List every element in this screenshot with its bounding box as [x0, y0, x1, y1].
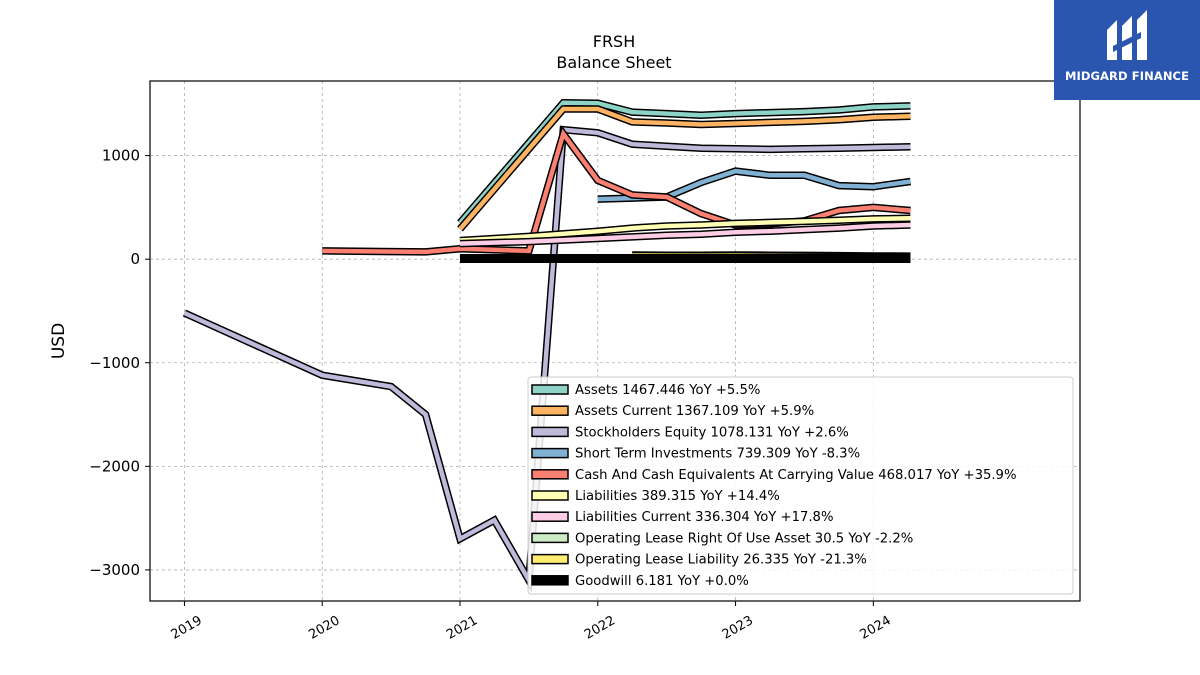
- legend-label: Assets 1467.446 YoY +5.5%: [575, 383, 760, 398]
- y-tick-label: −2000: [89, 457, 140, 475]
- series-stockholders-equity: [182, 125, 911, 593]
- series-cash-and-cash-equivalents-at-carrying-value: [322, 125, 911, 256]
- legend-entry: Operating Lease Liability 26.335 YoY -21…: [531, 553, 867, 568]
- legend-swatch: [531, 469, 569, 480]
- midgard-logo-icon: [1107, 10, 1147, 60]
- legend-entry: Assets Current 1367.109 YoY +5.9%: [531, 404, 814, 419]
- legend-swatch: [531, 532, 569, 544]
- legend-entry: Operating Lease Right Of Use Asset 30.5 …: [531, 531, 913, 546]
- series-assets-current: [457, 105, 911, 232]
- legend-swatch: [531, 575, 569, 586]
- legend-entry: Liabilities 389.315 YoY +14.4%: [531, 489, 780, 504]
- legend-label: Short Term Investments 739.309 YoY -8.3%: [575, 447, 860, 462]
- y-tick-label: 1000: [102, 147, 140, 165]
- legend-label: Stockholders Equity 1078.131 YoY +2.6%: [575, 425, 849, 440]
- x-tick-label: 2023: [720, 613, 756, 643]
- legend-swatch: [531, 553, 569, 565]
- legend-label: Liabilities 389.315 YoY +14.4%: [575, 489, 780, 504]
- series-line: [322, 128, 911, 255]
- legend-swatch: [531, 447, 569, 459]
- series-line: [183, 127, 911, 588]
- y-axis-label: USD: [49, 323, 69, 359]
- series-assets: [457, 99, 911, 226]
- series-liabilities-current: [459, 221, 911, 248]
- legend-entry: Cash And Cash Equivalents At Carrying Va…: [531, 468, 1016, 483]
- series-line: [459, 216, 911, 243]
- chart-subtitle: Balance Sheet: [556, 53, 671, 72]
- legend-entry: Assets 1467.446 YoY +5.5%: [531, 383, 760, 398]
- x-tick-label: 2022: [582, 613, 618, 643]
- plot-frame: [149, 80, 1081, 602]
- series-layer: [182, 99, 912, 593]
- x-tick-label: 2020: [306, 613, 342, 643]
- legend-label: Goodwill 6.181 YoY +0.0%: [575, 574, 749, 589]
- legend-label: Operating Lease Liability 26.335 YoY -21…: [575, 553, 867, 568]
- legend-box: [527, 376, 1074, 595]
- legend-swatch: [531, 511, 569, 522]
- legend-entry: Stockholders Equity 1078.131 YoY +2.6%: [531, 425, 849, 440]
- legend-label: Assets Current 1367.109 YoY +5.9%: [575, 404, 814, 419]
- brand-name: MIDGARD FINANCE: [1064, 69, 1190, 83]
- y-tick-label: 0: [130, 250, 140, 268]
- chart-title: FRSH: [593, 32, 636, 51]
- legend-swatch: [531, 405, 569, 416]
- x-tick-label: 2019: [169, 613, 205, 643]
- series-line: [458, 100, 911, 225]
- series-liabilities: [459, 214, 911, 245]
- legend-label: Liabilities Current 336.304 YoY +17.8%: [575, 510, 833, 525]
- legend-entry: Short Term Investments 739.309 YoY -8.3%: [531, 447, 860, 462]
- legend-label: Cash And Cash Equivalents At Carrying Va…: [575, 468, 1016, 483]
- legend-swatch: [531, 426, 569, 438]
- legend: Assets 1467.446 YoY +5.5% Assets Current …: [527, 376, 1074, 595]
- x-tick-label: 2021: [444, 613, 480, 643]
- legend-swatch: [531, 384, 569, 395]
- x-tick-label: 2024: [858, 613, 894, 643]
- legend-swatch: [531, 490, 569, 501]
- series-line: [458, 106, 911, 231]
- brand-logo: MIDGARD FINANCE: [1054, 0, 1200, 100]
- legend-label: Operating Lease Right Of Use Asset 30.5 …: [575, 531, 913, 546]
- legend-entry: Liabilities Current 336.304 YoY +17.8%: [531, 510, 833, 525]
- y-tick-label: −1000: [89, 354, 140, 372]
- y-tick-label: −3000: [89, 561, 140, 579]
- series-line: [459, 222, 911, 246]
- legend-entry: Goodwill 6.181 YoY +0.0%: [531, 574, 749, 589]
